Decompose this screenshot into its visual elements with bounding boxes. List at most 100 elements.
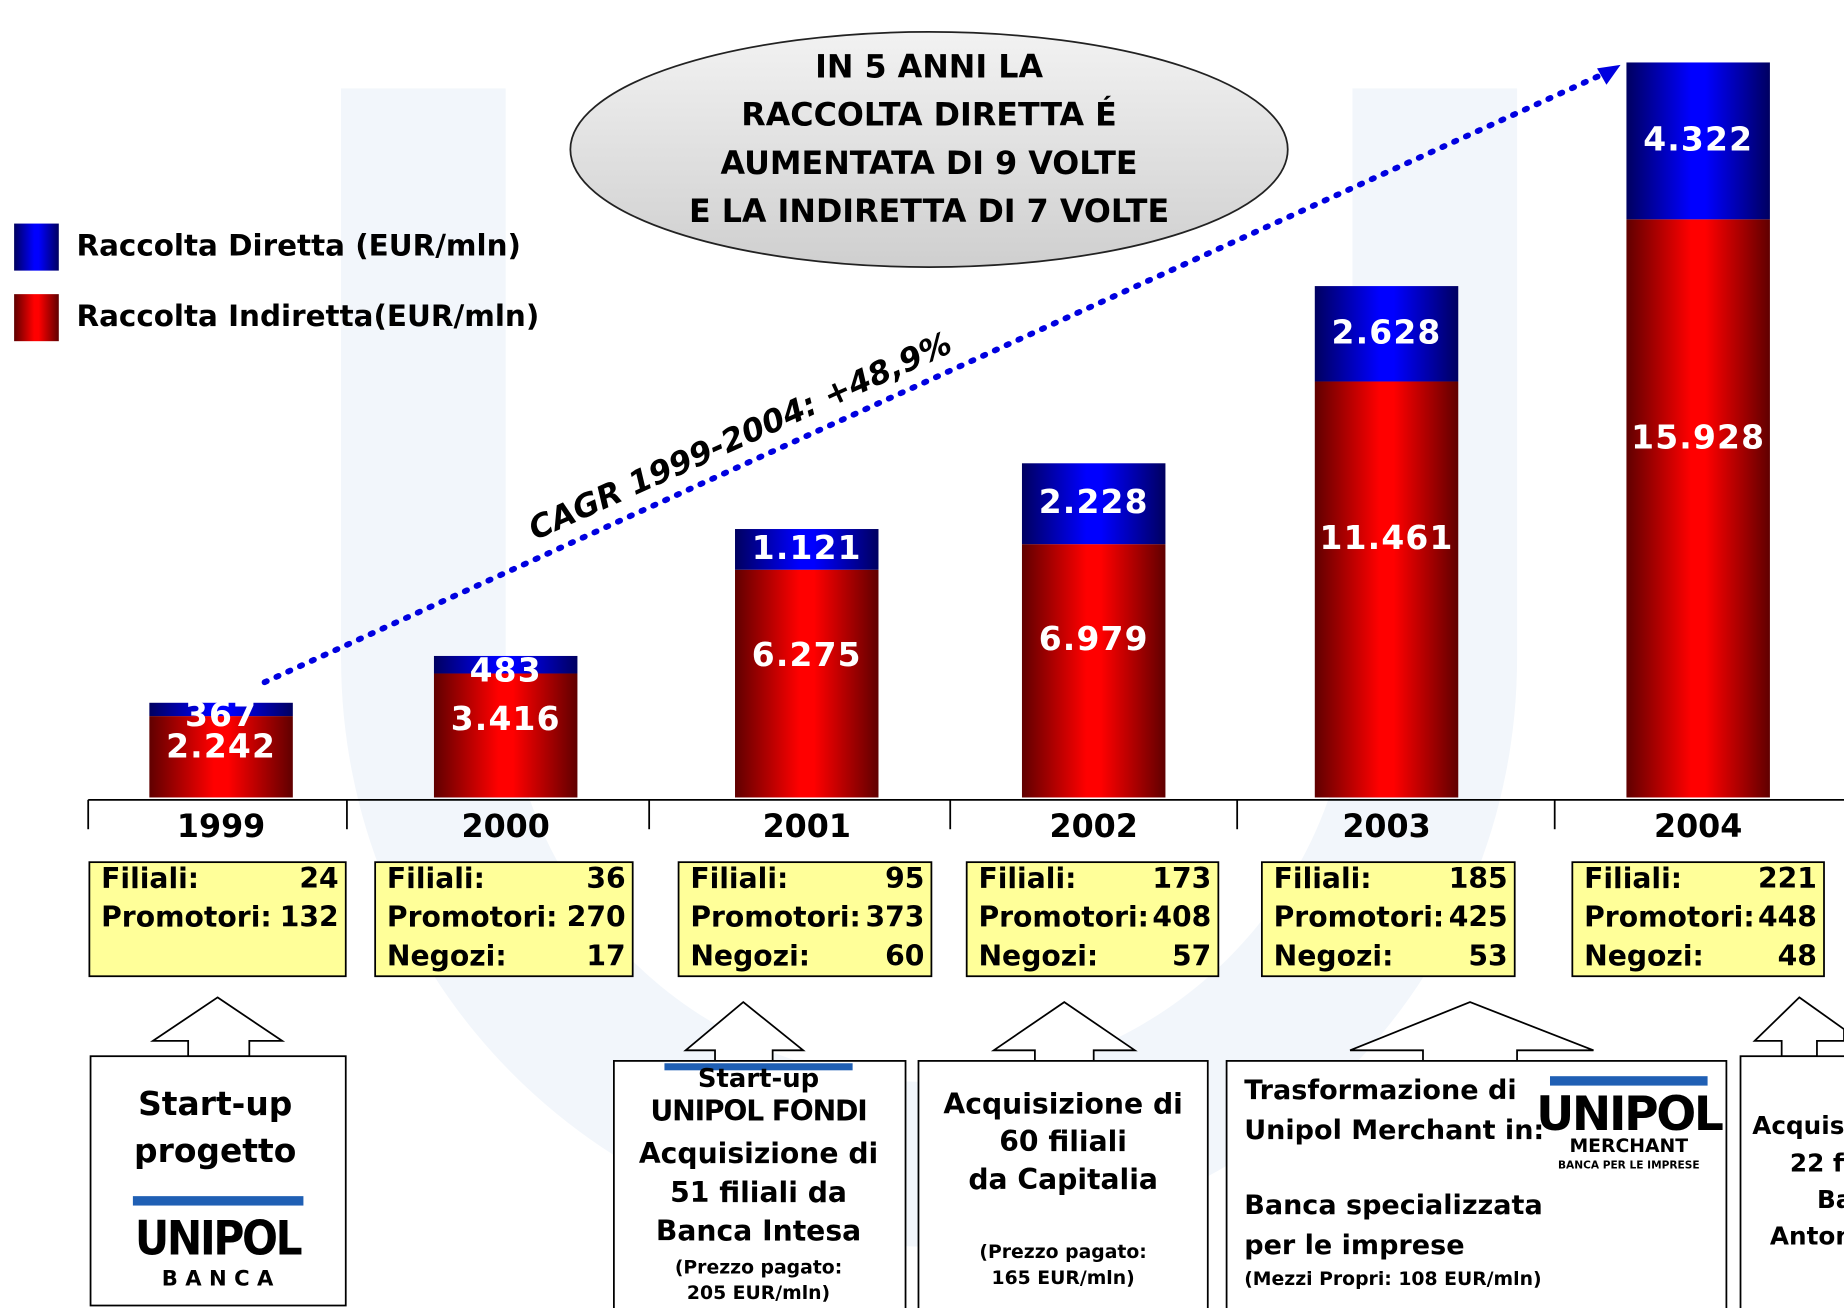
- label: Start-up: [138, 1084, 292, 1123]
- label: 51 filiali da: [670, 1176, 847, 1209]
- stats-value: 24: [299, 862, 338, 895]
- label: 22 fi: [1790, 1148, 1844, 1177]
- label: Acquisizione di: [943, 1088, 1182, 1121]
- value-label: 2.628: [1332, 312, 1442, 351]
- stats-label: Promotori:: [387, 901, 558, 934]
- value-label: 3.416: [451, 699, 561, 738]
- stats-label: Filiali:: [978, 862, 1076, 895]
- stats-label: Promotori:: [690, 901, 861, 934]
- stats-value: 53: [1468, 939, 1507, 972]
- stats-value: 373: [865, 901, 924, 934]
- value-label: 11.461: [1320, 518, 1454, 557]
- label: progetto: [134, 1131, 296, 1170]
- x-tick-label: 2004: [1654, 809, 1742, 845]
- value-label: 4.322: [1643, 119, 1753, 158]
- stats-label: Filiali:: [690, 862, 788, 895]
- stats-value: 425: [1449, 901, 1508, 934]
- stats-value: 17: [586, 939, 625, 972]
- x-tick-label: 1999: [177, 809, 265, 845]
- trend-arrow-head: [1597, 64, 1621, 85]
- stats-value: 48: [1778, 939, 1817, 972]
- value-label: 1.121: [752, 528, 862, 567]
- bar-segment: [735, 569, 879, 798]
- stats-box: [677, 861, 933, 978]
- value-label: 367: [185, 695, 257, 734]
- label: (Mezzi Propri: 108 EUR/mln): [1244, 1269, 1541, 1290]
- label: 205 EUR/mln): [687, 1283, 830, 1304]
- bar-segment: [1626, 219, 1770, 798]
- bar-segment: [149, 702, 293, 717]
- timeline: [87, 798, 1844, 830]
- stats-value: 57: [1172, 939, 1211, 972]
- stats-label: Promotori:: [978, 901, 1149, 934]
- label: Acquis: [1752, 1111, 1844, 1140]
- stats-label: Promotori:: [1274, 901, 1445, 934]
- stats-box: [965, 861, 1220, 978]
- label: Banca Intesa: [656, 1215, 861, 1248]
- stats-box: [374, 861, 634, 978]
- callout-text: E LA INDIRETTA DI 7 VOLTE: [689, 194, 1169, 230]
- value-label: 6.275: [752, 635, 862, 674]
- bar-segment: [433, 655, 578, 674]
- logo-text: B A N C A: [162, 1266, 274, 1291]
- stats-value: 60: [885, 939, 924, 972]
- stats-label: Negozi:: [1274, 939, 1394, 972]
- stats-label: Filiali:: [101, 862, 199, 895]
- legend-swatch: [14, 223, 59, 271]
- bar-segment: [1314, 381, 1459, 798]
- x-tick-label: 2000: [462, 809, 550, 845]
- stats-value: 185: [1449, 862, 1508, 895]
- callout-text: AUMENTATA DI 9 VOLTE: [721, 146, 1138, 182]
- legend-swatch: [14, 294, 59, 342]
- x-tick-label: 2003: [1342, 809, 1430, 845]
- stats-box: [88, 861, 347, 978]
- stats-label: Promotori:: [1584, 901, 1755, 934]
- logo-text: MERCHANT: [1569, 1136, 1688, 1157]
- value-label: 6.979: [1039, 619, 1149, 658]
- bar-segment: [1626, 62, 1770, 220]
- stats-label: Negozi:: [690, 939, 810, 972]
- label: Trasformazione di: [1244, 1075, 1516, 1106]
- callout-text: IN 5 ANNI LA: [815, 49, 1043, 85]
- stats-value: 132: [280, 901, 339, 934]
- label: Start-up: [698, 1064, 819, 1094]
- logo-text: UNIPOL FONDI: [650, 1095, 866, 1128]
- bar-segment: [1021, 463, 1166, 545]
- stats-label: Filiali:: [1584, 862, 1682, 895]
- stats-value: 448: [1758, 901, 1817, 934]
- label: Ba: [1817, 1185, 1844, 1214]
- bar-segment: [149, 716, 293, 798]
- bar-segment: [433, 673, 578, 798]
- value-label: 2.228: [1039, 482, 1149, 521]
- watermark: [341, 88, 1518, 1247]
- bar-segment: [735, 529, 879, 570]
- stats-box: [1260, 861, 1516, 978]
- callout-ellipse: [569, 31, 1289, 268]
- stats-box: [1571, 861, 1825, 978]
- label: 60 filiali: [999, 1125, 1127, 1158]
- trend-arrow: [261, 70, 1609, 686]
- cagr-label: CAGR 1999-2004: +48,9%: [524, 326, 958, 548]
- stats-label: Filiali:: [1274, 862, 1372, 895]
- label: Acquisizione di: [639, 1137, 878, 1170]
- label: (Prezzo pagato:: [675, 1257, 842, 1278]
- x-tick-label: 2001: [763, 809, 851, 845]
- value-label: 15.928: [1631, 418, 1765, 457]
- label: 165 EUR/mln): [992, 1268, 1135, 1289]
- stats-value: 95: [885, 862, 924, 895]
- stats-value: 270: [567, 901, 626, 934]
- stats-label: Filiali:: [387, 862, 485, 895]
- legend-label: Raccolta Indiretta(EUR/mln): [76, 299, 539, 333]
- logo-text: UNIPOL: [135, 1212, 302, 1267]
- value-label: 483: [470, 650, 542, 689]
- label: da Capitalia: [968, 1163, 1158, 1196]
- stats-label: Negozi:: [1584, 939, 1704, 972]
- value-label: 2.242: [166, 726, 276, 765]
- stats-label: Negozi:: [978, 939, 1098, 972]
- bar-segment: [1314, 286, 1459, 382]
- event-frames: [89, 996, 1844, 1308]
- bar-segment: [1021, 544, 1166, 798]
- stats-label: Negozi:: [387, 939, 507, 972]
- x-tick-label: 2002: [1050, 809, 1138, 845]
